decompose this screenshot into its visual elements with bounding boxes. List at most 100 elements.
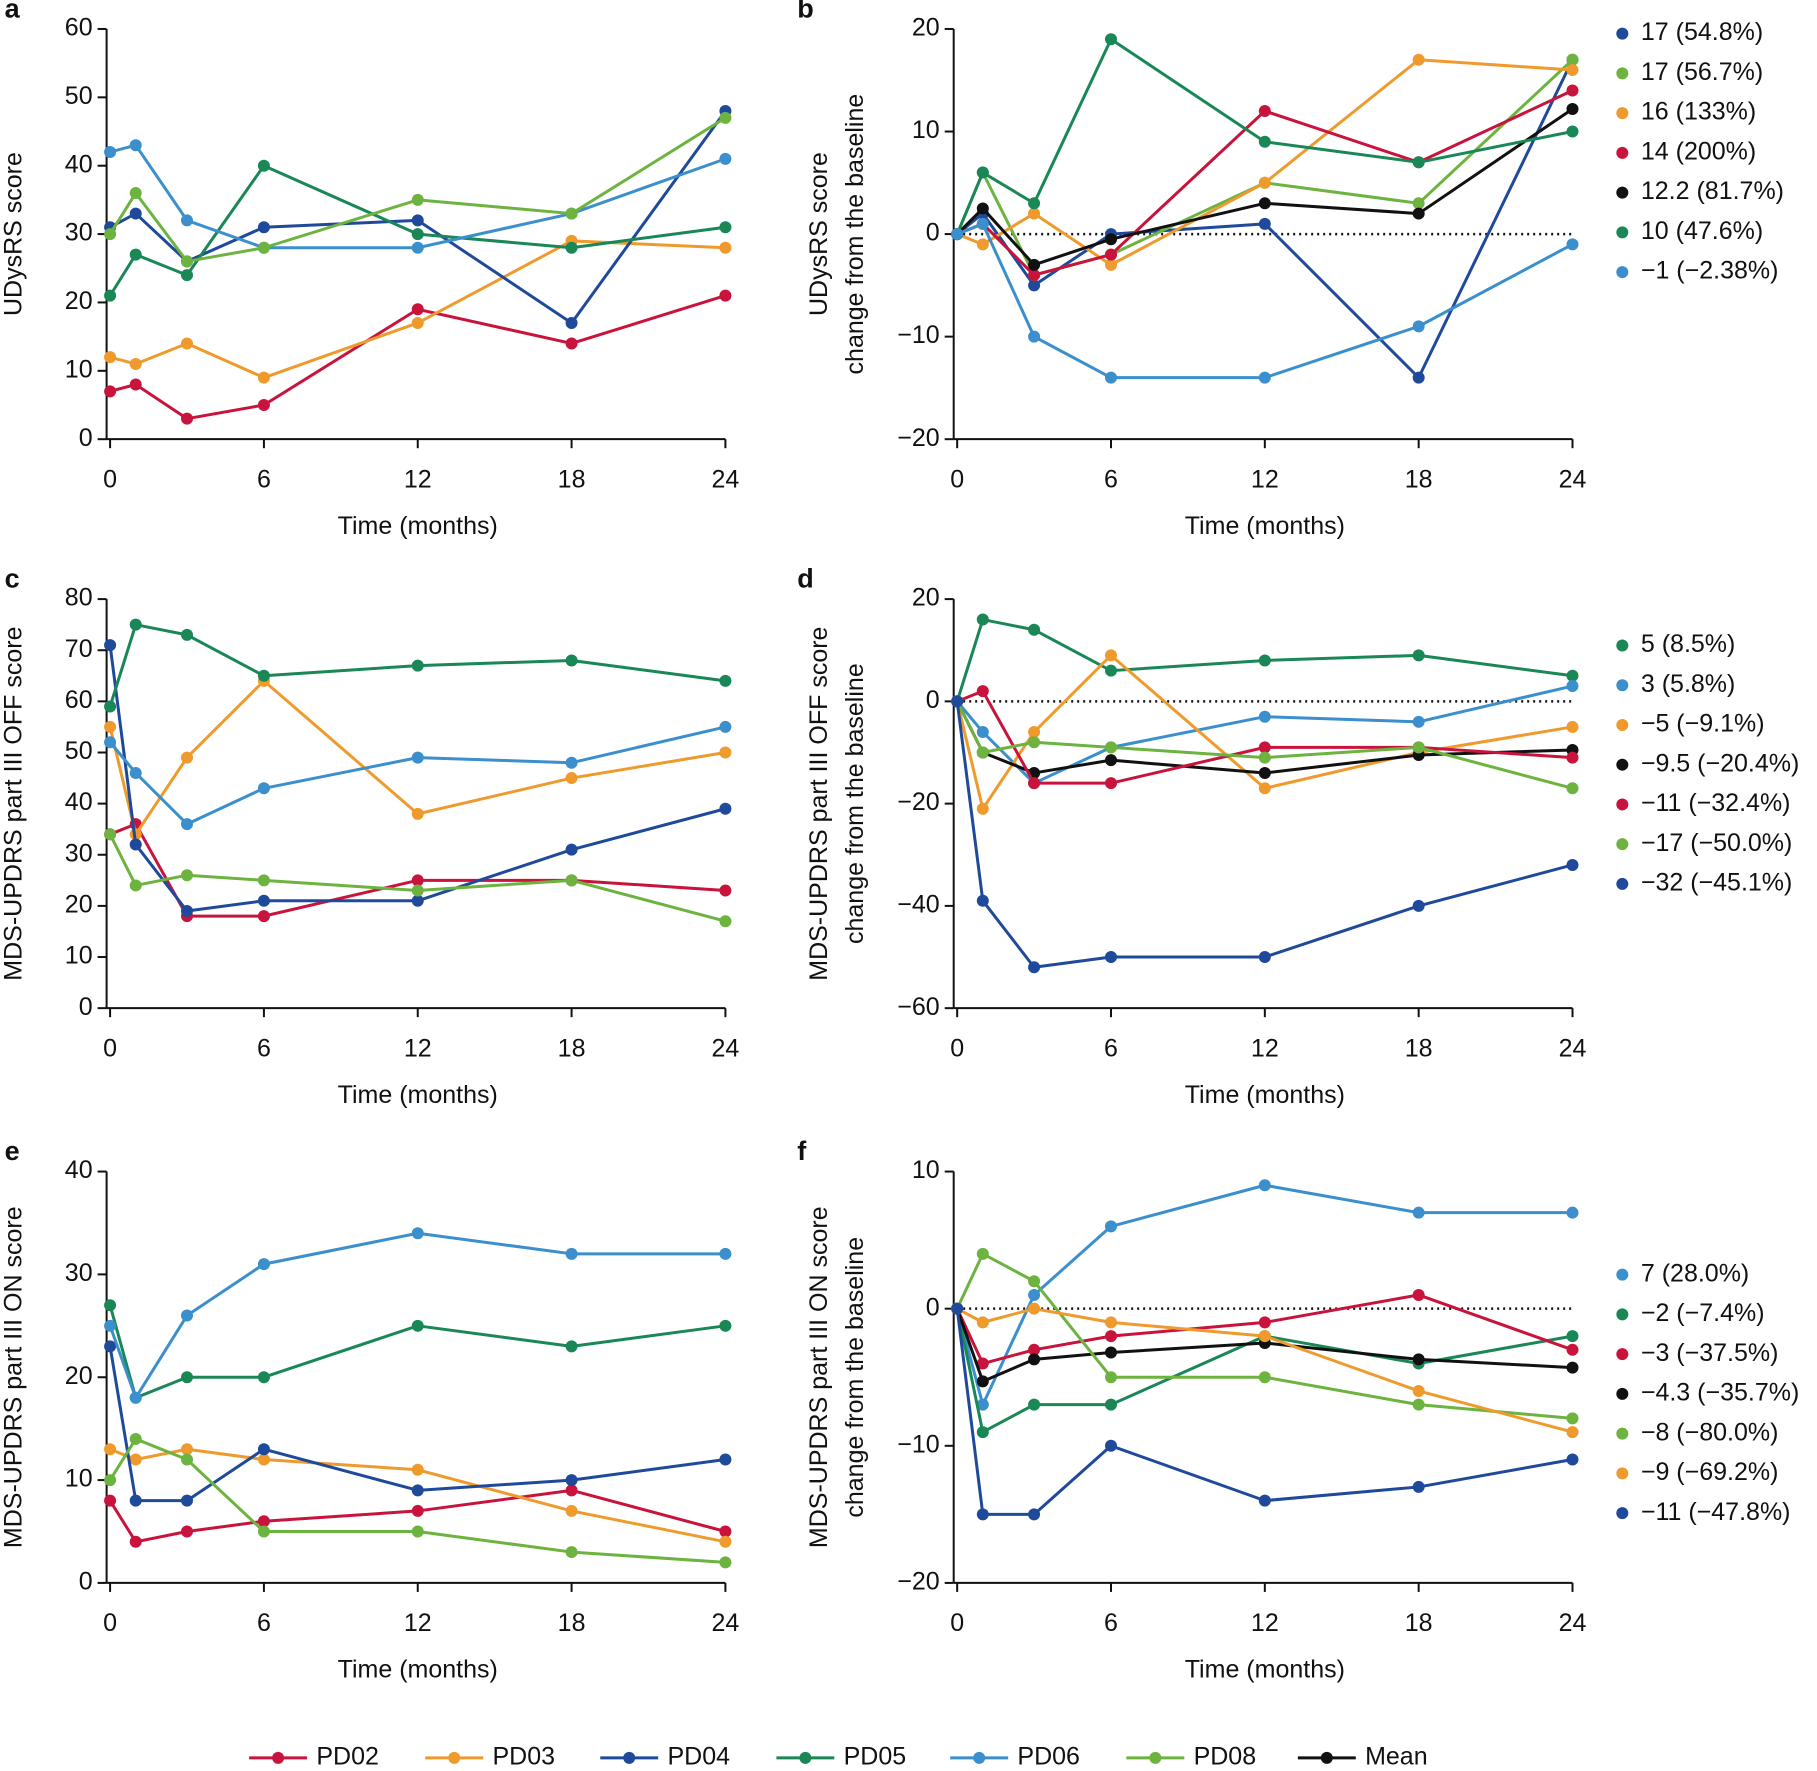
data-point [719,1556,732,1569]
data-point [1105,371,1118,384]
data-point [719,1525,732,1538]
panel: f −20 −10 0 10 0 6 12 18 24 Time (months) MDS-UPDRS… [797,1136,1799,1683]
data-point [411,214,424,227]
data-point [104,289,117,302]
data-point [1028,726,1041,739]
data-point [719,241,732,254]
x-tick-label: 18 [1405,1609,1433,1637]
x-tick-label: 12 [1251,1609,1279,1637]
data-point [1258,710,1271,723]
x-tick-label: 6 [1104,1034,1118,1062]
data-point [181,1525,194,1538]
data-point [1105,248,1118,261]
data-point [1028,1288,1041,1301]
data-point [719,289,732,302]
data-point [1412,1288,1425,1301]
data-point [976,1316,989,1329]
data-point [1566,238,1579,251]
y-axis-title: UDysRS score [0,152,28,316]
data-point [181,1453,194,1466]
data-point [565,874,578,887]
data-point [1028,197,1041,210]
panel: d −60 −40 −20 0 20 0 6 12 18 24 Time (months) MDS-UP… [797,564,1799,1109]
data-point [719,111,732,124]
data-point [976,1398,989,1411]
y-tick-label: 0 [79,993,93,1021]
legend-marker [1616,226,1629,239]
data-point [129,1391,142,1404]
data-point [1566,102,1579,115]
legend-marker [1616,1268,1629,1281]
y-tick-label: 40 [65,150,93,178]
data-point [104,736,117,749]
y-tick-label: −20 [897,424,939,452]
x-tick-label: 18 [558,1034,586,1062]
y-axis-title: MDS-UPDRS part III ON score [0,1206,28,1548]
data-point [1258,371,1271,384]
legend-label: PD06 [1017,1743,1080,1771]
x-tick-label: 12 [1251,1034,1279,1062]
data-point [181,628,194,641]
data-point [411,659,424,672]
data-point [1258,105,1271,118]
data-point [181,751,194,764]
data-point [1105,649,1118,662]
data-point [976,238,989,251]
data-point [1566,1412,1579,1425]
data-point [104,351,117,364]
x-axis-title: Time (months) [1185,512,1345,540]
data-point [976,802,989,815]
x-axis-title: Time (months) [1185,1081,1345,1109]
legend-marker [1616,1507,1629,1520]
data-point [719,1319,732,1332]
data-point [257,1371,270,1384]
legend-label: −1 (−2.38%) [1641,257,1779,285]
data-point [1105,664,1118,677]
series-line [108,1437,726,1564]
panel-letter: c [5,564,20,594]
data-point [257,782,270,795]
legend-marker [1616,186,1629,199]
x-tick-label: 0 [950,466,964,494]
data-point [976,1247,989,1260]
x-tick-label: 12 [404,466,432,494]
data-point [411,228,424,241]
x-tick-label: 6 [257,466,271,494]
x-axis-title: Time (months) [338,1081,498,1109]
data-point [565,843,578,856]
x-tick-label: 0 [103,466,117,494]
data-point [1105,951,1118,964]
y-tick-label: 10 [65,355,93,383]
data-point [104,1474,117,1487]
x-tick-label: 6 [257,1034,271,1062]
legend-label: 3 (5.8%) [1641,670,1735,698]
data-point [565,207,578,220]
data-point [104,1299,117,1312]
panel-letter: b [797,0,814,24]
legend-label: 12.2 (81.7%) [1641,177,1784,205]
panel: b −20 −10 0 10 20 0 6 12 18 24 Time (months) UDysRS … [797,0,1784,540]
data-point [565,772,578,785]
data-point [1105,1398,1118,1411]
data-point [565,241,578,254]
data-point [1412,741,1425,754]
data-point [1566,680,1579,693]
data-point [1258,1179,1271,1192]
data-point [1258,217,1271,230]
y-tick-label: 30 [65,839,93,867]
legend-label: −11 (−47.8%) [1641,1498,1791,1526]
data-point [1566,1453,1579,1466]
data-point [976,613,989,626]
data-point [1105,33,1118,46]
legend-label: 16 (133%) [1641,98,1756,126]
data-point [257,1258,270,1271]
x-axis-title: Time (months) [1185,1656,1345,1684]
legend-marker [1616,1427,1629,1440]
data-point [1412,320,1425,333]
legend-marker [1616,266,1629,279]
x-tick-label: 18 [1405,466,1433,494]
x-tick-label: 24 [712,466,740,494]
data-point [1412,156,1425,169]
data-point [1258,197,1271,210]
data-point [129,766,142,779]
